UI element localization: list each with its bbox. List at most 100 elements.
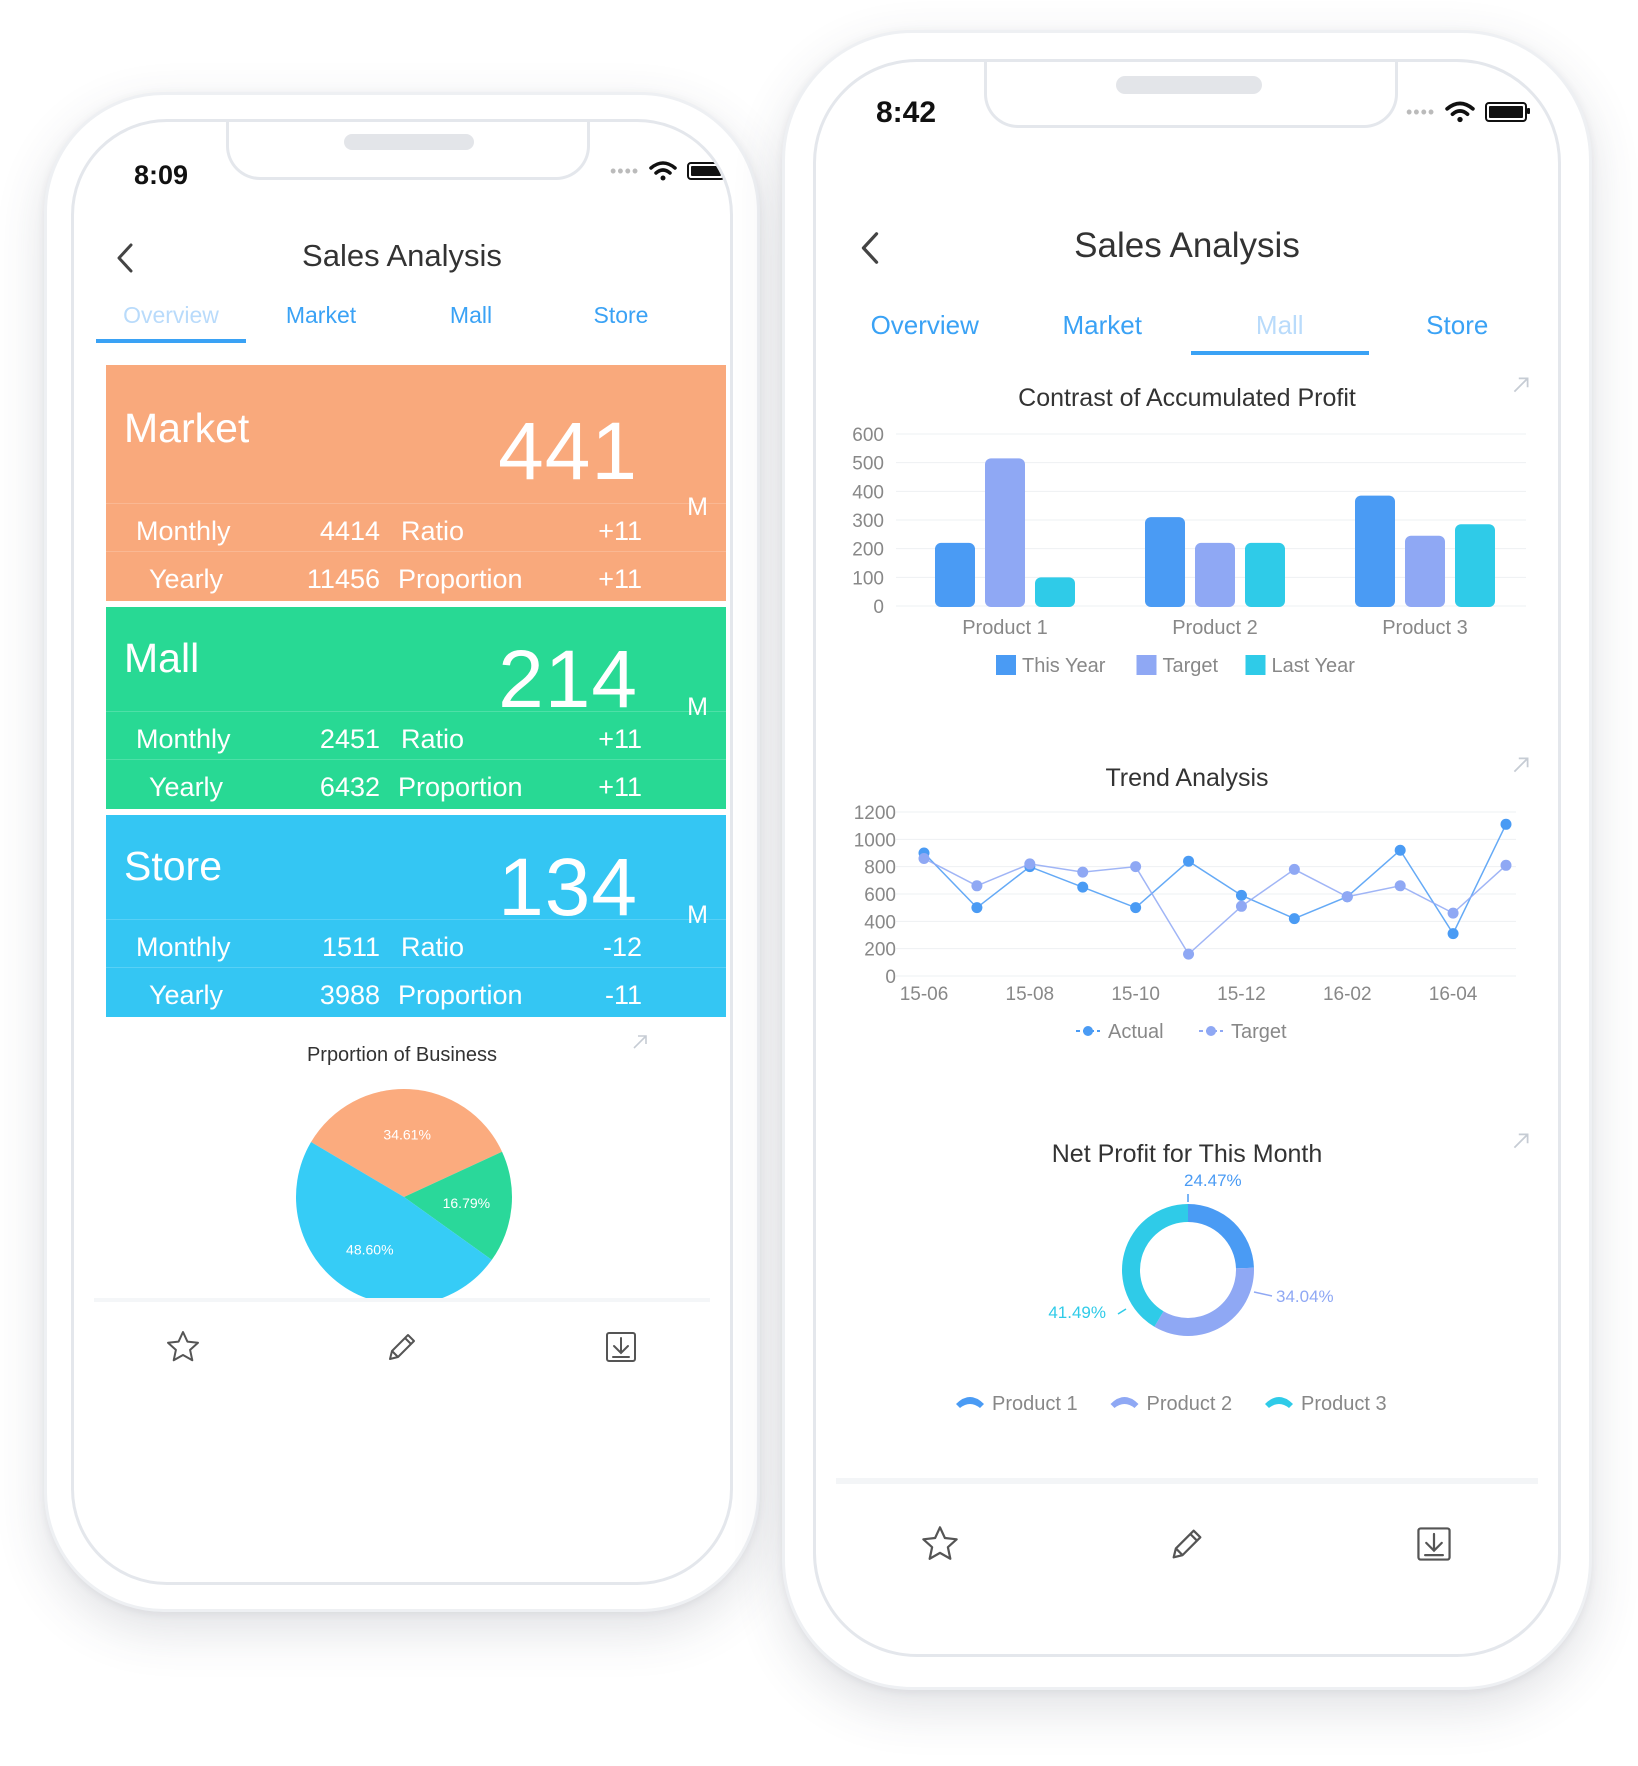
tab-store[interactable]: Store (593, 302, 649, 328)
card-unit: M (687, 693, 708, 721)
expand-icon[interactable] (630, 1032, 650, 1052)
card-value: 134 (498, 842, 638, 933)
legend-marker (1083, 1026, 1093, 1036)
legend-swatch (1110, 1397, 1139, 1408)
y-tick-label: 800 (864, 858, 896, 879)
legend-label: Product 3 (1301, 1393, 1387, 1415)
pie-slice-label: 48.60% (346, 1241, 393, 1257)
expand-icon[interactable] (1510, 754, 1532, 776)
card-name: Market (124, 405, 250, 451)
bottom-toolbar (74, 1312, 730, 1382)
mall-card[interactable]: Mall 214 M Monthly 2451 Ratio +11 Yearly… (106, 607, 726, 809)
favorite-button[interactable] (159, 1323, 207, 1371)
point-target (971, 880, 983, 892)
card-row-yearly: Yearly 6432 Proportion +11 (106, 759, 726, 810)
card-value: 214 (498, 634, 638, 725)
expand-icon[interactable] (1510, 1130, 1532, 1152)
tab-overview[interactable]: Overview (870, 310, 979, 340)
tab-market[interactable]: Market (285, 302, 357, 328)
y-tick-label: 1000 (854, 830, 896, 851)
monthly-value: 2451 (319, 724, 380, 754)
legend-swatch (956, 1397, 984, 1408)
pie-slice-mall (404, 1151, 512, 1260)
donut-slice-label: 24.47% (1184, 1172, 1242, 1190)
tab-mall[interactable]: Mall (1191, 310, 1369, 355)
back-chevron-icon[interactable] (858, 230, 882, 266)
favorite-button[interactable] (916, 1520, 964, 1568)
donut-slice-product-2 (1154, 1267, 1254, 1336)
x-tick-label: 15-08 (1006, 984, 1055, 1005)
point-actual (1235, 889, 1247, 901)
back-chevron-icon[interactable] (114, 242, 136, 274)
store-card[interactable]: Store 134 M Monthly 1511 Ratio -12 Yearl… (106, 815, 726, 1017)
x-tick-label: Product 2 (1172, 617, 1258, 639)
y-tick-label: 300 (852, 511, 884, 532)
download-icon (1417, 1527, 1451, 1561)
monthly-value: 4414 (319, 516, 380, 546)
legend-marker (1206, 1026, 1216, 1036)
donut-slice-label: 34.04% (1276, 1287, 1334, 1306)
wifi-icon (1445, 101, 1475, 123)
point-actual (1077, 881, 1089, 893)
pencil-icon (388, 1334, 415, 1360)
yearly-value: 6432 (319, 772, 380, 802)
card-row-yearly: Yearly 11456 Proportion +11 (106, 551, 726, 602)
x-tick-label: 15-06 (900, 984, 949, 1005)
y-tick-label: 600 (852, 425, 884, 446)
tab-market[interactable]: Market (1062, 310, 1142, 340)
yearly-label: Yearly (149, 564, 224, 594)
card-row-monthly: Monthly 4414 Ratio +11 (106, 503, 726, 554)
tab-store[interactable]: Store (1426, 310, 1489, 340)
line-actual (923, 823, 1507, 936)
expand-icon[interactable] (1510, 374, 1532, 396)
point-target (1500, 859, 1512, 871)
point-target (1288, 863, 1300, 875)
status-bar-icons: •••• (1406, 100, 1531, 124)
donut-chart-title: Net Profit for This Month (1051, 1140, 1323, 1168)
star-icon (921, 1526, 958, 1560)
pie-chart-title: Prportion of Business (306, 1044, 498, 1066)
y-tick-label: 600 (864, 885, 896, 906)
yearly-value: 3988 (319, 980, 380, 1010)
signal-dots-icon: •••• (1406, 101, 1436, 122)
bar-target (985, 458, 1025, 607)
tab-overview[interactable]: Overview (96, 302, 246, 343)
pie-slice-store (296, 1142, 492, 1302)
business-pie-chart: 34.61% 16.79% 48.60% (296, 1089, 512, 1302)
monthly-value: 1511 (321, 932, 380, 962)
phone-left-screen: 8:09 •••• Sales Analysis Overview Market… (71, 119, 733, 1585)
point-target (1341, 891, 1353, 903)
point-target (1235, 900, 1247, 912)
legend-swatch (1136, 655, 1157, 675)
phone-right-screen: 8:42 •••• Sales Analysis Overview Market… (813, 59, 1561, 1657)
tab-mall[interactable]: Mall (449, 302, 493, 328)
notch (984, 62, 1398, 128)
signal-dots-icon: •••• (610, 160, 640, 181)
yearly-value: 11456 (306, 564, 380, 594)
pie-slice-label: 16.79% (443, 1195, 490, 1211)
x-tick-label: 16-04 (1429, 984, 1478, 1005)
point-actual (1288, 913, 1300, 925)
legend-label: This Year (1022, 655, 1106, 677)
y-tick-label: 0 (885, 967, 896, 988)
card-name: Mall (124, 635, 200, 681)
yearly-label: Yearly (149, 980, 224, 1010)
ratio-label: Ratio (401, 932, 465, 962)
y-tick-label: 200 (864, 940, 896, 961)
speaker (1116, 76, 1262, 94)
legend-label: Product 2 (1147, 1393, 1233, 1415)
edit-button[interactable] (378, 1323, 426, 1371)
download-button[interactable] (597, 1323, 645, 1371)
legend-label: Last Year (1272, 655, 1356, 677)
proportion-label: Proportion (398, 564, 523, 594)
download-button[interactable] (1410, 1520, 1458, 1568)
bar-this-year (1355, 495, 1395, 607)
legend-swatch (1265, 1397, 1293, 1408)
bar-chart-title: Contrast of Accumulated Profit (1018, 384, 1356, 412)
proportion-value: +11 (598, 564, 642, 594)
pie-slice-label: 34.61% (383, 1126, 430, 1142)
edit-button[interactable] (1163, 1520, 1211, 1568)
bar-last-year (1035, 577, 1075, 607)
proportion-label: Proportion (398, 772, 523, 802)
market-card[interactable]: Market 441 M Monthly 4414 Ratio +11 Year… (106, 365, 726, 601)
